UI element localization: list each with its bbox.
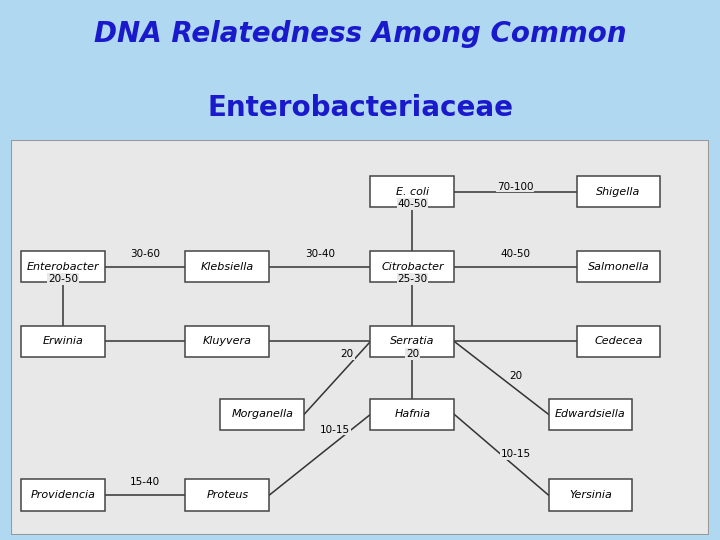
Text: Proteus: Proteus [206, 490, 248, 500]
FancyBboxPatch shape [549, 480, 632, 511]
FancyBboxPatch shape [371, 176, 454, 207]
Text: 25-30: 25-30 [397, 274, 428, 284]
FancyBboxPatch shape [371, 399, 454, 430]
Text: Salmonella: Salmonella [588, 261, 649, 272]
Text: 20: 20 [341, 349, 354, 359]
Text: Shigella: Shigella [596, 187, 641, 197]
FancyBboxPatch shape [186, 251, 269, 282]
Text: Citrobacter: Citrobacter [381, 261, 444, 272]
Text: Edwardsiella: Edwardsiella [555, 409, 626, 420]
FancyBboxPatch shape [577, 251, 660, 282]
Text: 20: 20 [509, 371, 522, 381]
FancyBboxPatch shape [371, 326, 454, 357]
Text: 20: 20 [406, 349, 419, 359]
FancyBboxPatch shape [22, 480, 105, 511]
FancyBboxPatch shape [220, 399, 304, 430]
FancyBboxPatch shape [577, 326, 660, 357]
Text: 10-15: 10-15 [320, 425, 350, 435]
FancyBboxPatch shape [549, 399, 632, 430]
FancyBboxPatch shape [22, 326, 105, 357]
FancyBboxPatch shape [11, 140, 709, 535]
Text: E. coli: E. coli [396, 187, 429, 197]
Text: Enterobacteriaceae: Enterobacteriaceae [207, 94, 513, 122]
Text: DNA Relatedness Among Common: DNA Relatedness Among Common [94, 20, 626, 48]
FancyBboxPatch shape [186, 326, 269, 357]
Text: 20-50: 20-50 [48, 274, 78, 284]
FancyBboxPatch shape [577, 176, 660, 207]
Text: 70-100: 70-100 [497, 181, 534, 192]
FancyBboxPatch shape [22, 251, 105, 282]
Text: Erwinia: Erwinia [42, 336, 84, 347]
Text: Providencia: Providencia [31, 490, 96, 500]
Text: Enterobacter: Enterobacter [27, 261, 99, 272]
Text: Serratia: Serratia [390, 336, 435, 347]
Text: 15-40: 15-40 [130, 477, 161, 487]
Text: 40-50: 40-50 [397, 199, 428, 209]
Text: Klebsiella: Klebsiella [201, 261, 254, 272]
Text: Hafnia: Hafnia [395, 409, 431, 420]
FancyBboxPatch shape [371, 251, 454, 282]
Text: 10-15: 10-15 [500, 449, 531, 459]
FancyBboxPatch shape [186, 480, 269, 511]
Text: 40-50: 40-50 [500, 248, 531, 259]
Text: Kluyvera: Kluyvera [203, 336, 252, 347]
Text: Cedecea: Cedecea [594, 336, 643, 347]
Text: Morganella: Morganella [231, 409, 293, 420]
Text: 30-60: 30-60 [130, 248, 161, 259]
Text: Yersinia: Yersinia [569, 490, 612, 500]
Text: 30-40: 30-40 [305, 248, 335, 259]
